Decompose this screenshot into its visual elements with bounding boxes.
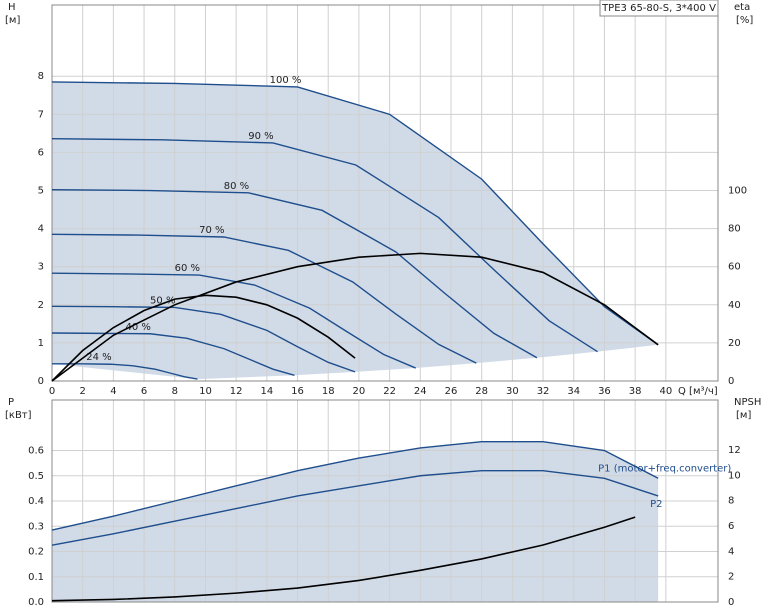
y2-tick-label: 4 [728, 546, 734, 557]
curve [51, 252, 659, 382]
curve [51, 233, 477, 364]
speed-label: 50 % [150, 295, 175, 306]
speed-label: 24 % [86, 352, 111, 363]
y2-tick-label: 12 [728, 445, 741, 456]
y-tick-label: 0.2 [28, 547, 44, 558]
y-tick-label: 0.6 [28, 446, 44, 457]
y2-tick-label: 6 [728, 521, 734, 532]
speed-label: 60 % [175, 263, 200, 274]
curve [51, 332, 295, 376]
curve [52, 363, 198, 380]
y-axis-unit: [кВт] [5, 410, 32, 421]
x-tick-label: 30 [506, 386, 519, 397]
plot-frame [51, 399, 719, 603]
y-tick-label: 3 [38, 262, 44, 273]
y2-tick-label: 100 [728, 186, 747, 197]
y-axis-label: H [8, 2, 16, 13]
x-tick-label: 0 [49, 386, 55, 397]
y2-tick-label: 10 [728, 470, 741, 481]
y2-tick-label: 2 [728, 572, 734, 583]
y2-tick-label: 40 [728, 300, 741, 311]
y-tick-label: 0.5 [28, 471, 44, 482]
y-tick-label: 6 [38, 147, 44, 158]
series-label: P2 [650, 499, 662, 510]
x-tick-label: 8 [172, 386, 178, 397]
x-tick-label: 2 [80, 386, 86, 397]
operating-area [52, 81, 659, 380]
x-tick-label: 18 [322, 386, 335, 397]
speed-label: 90 % [248, 131, 273, 142]
x-tick-label: 14 [260, 386, 273, 397]
y2-tick-label: 20 [728, 338, 741, 349]
y2-axis-unit: [%] [736, 15, 753, 26]
x-tick-label: 16 [291, 386, 304, 397]
plot: 0 2 4 6 8 10 12 14 16 18 20 22 24 26 28 30 32 34 36 38 40012… [5, 0, 753, 397]
x-tick-label: 38 [629, 386, 642, 397]
x-tick-label: 6 [141, 386, 147, 397]
y-axis-label: P [8, 397, 14, 408]
x-tick-label: 34 [567, 386, 580, 397]
x-tick-label: 22 [383, 386, 396, 397]
y2-axis-unit: [м] [736, 410, 751, 421]
y-tick-label: 0.1 [28, 572, 44, 583]
y2-tick-label: 60 [728, 262, 741, 273]
operating-area [52, 441, 659, 602]
speed-label: 70 % [199, 225, 224, 236]
y2-tick-label: 0 [728, 376, 734, 387]
curve [51, 440, 659, 531]
curve [51, 516, 636, 602]
speed-label: 80 % [224, 181, 249, 192]
y-axis-unit: [м] [5, 15, 20, 26]
speed-label: 100 % [270, 75, 302, 86]
y2-tick-label: 80 [728, 224, 741, 235]
y-tick-label: 0.4 [28, 496, 44, 507]
y-tick-label: 1 [38, 338, 44, 349]
x-tick-label: 20 [353, 386, 366, 397]
x-tick-label: 32 [537, 386, 550, 397]
y-tick-label: 0.0 [28, 597, 44, 608]
x-tick-label: 10 [199, 386, 212, 397]
x-tick-label: 28 [475, 386, 488, 397]
x-tick-label: 26 [445, 386, 458, 397]
y2-tick-label: 8 [728, 496, 734, 507]
title-box [599, 0, 719, 17]
y-tick-label: 2 [38, 300, 44, 311]
curve [51, 81, 659, 346]
curve [51, 272, 416, 369]
curve [51, 305, 356, 373]
x-tick-label: 24 [414, 386, 427, 397]
speed-label: 40 % [126, 322, 151, 333]
plot-frame [51, 4, 719, 382]
y-tick-label: 0.3 [28, 521, 44, 532]
x-tick-label: 4 [110, 386, 116, 397]
curve [51, 138, 598, 353]
x-tick-label: 40 [659, 386, 672, 397]
y2-axis-label: NPSH [734, 397, 761, 408]
x-tick-label: 36 [598, 386, 611, 397]
y-tick-label: 4 [38, 224, 44, 235]
y-tick-label: 7 [38, 109, 44, 120]
x-axis-label: Q [м³/ч] [678, 386, 718, 397]
y-tick-label: 0 [38, 376, 44, 387]
y2-axis-label: eta [734, 2, 750, 13]
plot: 0.0 0.1 0.2 0.3 0.4 0.5 0.6 0 2 4 6 8 10 12 P [кВт] NPSH… [5, 397, 761, 608]
y-tick-label: 8 [38, 71, 44, 82]
curve [51, 294, 356, 382]
curve [51, 189, 538, 359]
chart-title: TPE3 65-80-S, 3*400 V [601, 3, 716, 14]
y2-tick-label: 0 [728, 597, 734, 608]
curve [51, 470, 659, 546]
x-tick-label: 12 [230, 386, 243, 397]
y-tick-label: 5 [38, 186, 44, 197]
series-label: P1 (motor+freq.converter) [598, 463, 731, 474]
